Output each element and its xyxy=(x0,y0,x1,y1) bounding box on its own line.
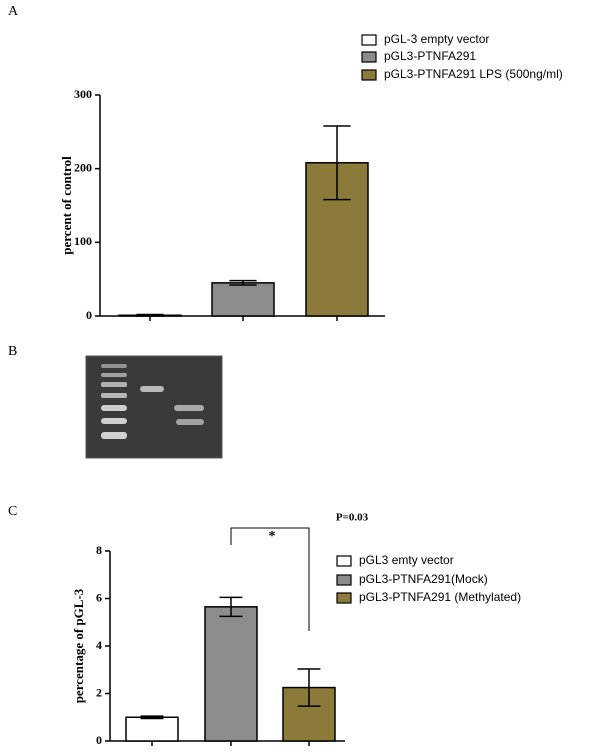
legend-swatch xyxy=(336,555,352,567)
bar xyxy=(125,716,179,742)
y-tick-label: 6 xyxy=(96,590,102,604)
y-axis-label: percentage of pGL-3 xyxy=(71,588,86,703)
legend-label: pGL-3 empty vector xyxy=(384,32,489,46)
error-bar xyxy=(219,596,243,618)
significance-bracket xyxy=(230,527,310,631)
error-bar xyxy=(136,313,164,317)
error-bar xyxy=(297,668,321,707)
legend-swatch xyxy=(361,51,377,63)
y-tick-label: 200 xyxy=(74,160,92,174)
annotation: * xyxy=(269,529,276,544)
y-tick-label: 8 xyxy=(96,543,102,557)
legend-swatch xyxy=(361,34,377,46)
legend-swatch xyxy=(336,574,352,586)
y-tick-label: 0 xyxy=(96,733,102,747)
y-tick-label: 4 xyxy=(96,638,102,652)
error-bar xyxy=(229,279,257,286)
y-tick-label: 0 xyxy=(86,308,92,322)
legend-label: pGL3-PTNFA291 (Methylated) xyxy=(359,590,521,604)
legend-label: pGL3-PTNFA291 LPS (500ng/ml) xyxy=(384,67,563,81)
y-tick-label: 2 xyxy=(96,685,102,699)
legend-swatch xyxy=(361,69,377,81)
bar xyxy=(204,606,258,742)
annotation: P=0.03 xyxy=(336,512,369,524)
y-axis-label: percent of control xyxy=(59,156,74,255)
panel-label: A xyxy=(8,4,19,19)
legend-swatch xyxy=(336,592,352,604)
legend-label: pGL3 emty vector xyxy=(359,553,454,567)
bar xyxy=(211,282,275,317)
error-bar xyxy=(140,715,164,720)
y-tick-label: 100 xyxy=(74,234,92,248)
legend-label: pGL3-PTNFA291(Mock) xyxy=(359,572,488,586)
panel-label: C xyxy=(8,504,17,519)
error-bar xyxy=(323,125,351,201)
legend-label: pGL3-PTNFA291 xyxy=(384,49,476,63)
panel-label: B xyxy=(8,344,17,359)
y-tick-label: 300 xyxy=(74,87,92,101)
gel-image xyxy=(85,355,223,459)
